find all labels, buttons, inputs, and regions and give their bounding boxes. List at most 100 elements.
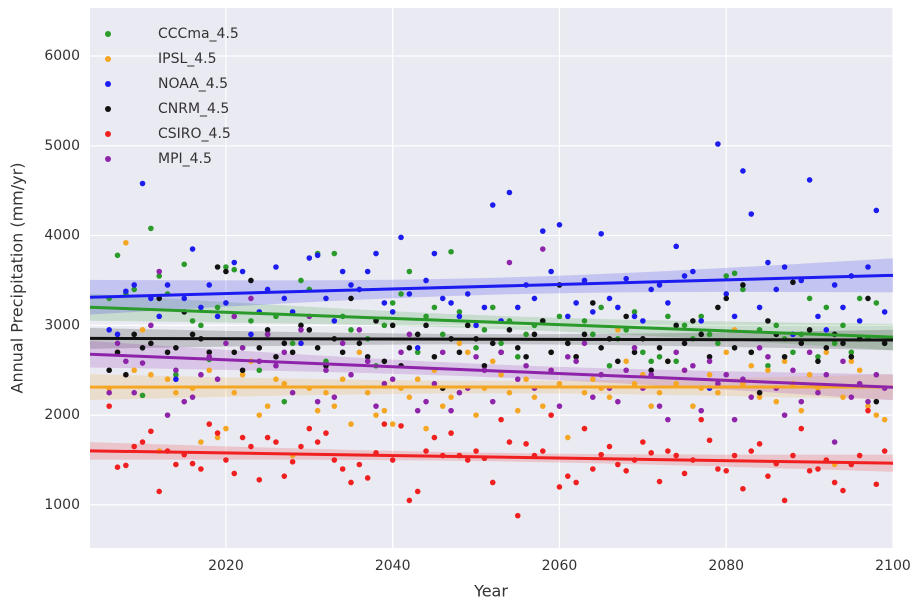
point [581, 389, 588, 396]
point [715, 340, 721, 347]
point [556, 222, 563, 228]
legend-label: CSIRO_4.5 [158, 126, 231, 142]
point [289, 389, 296, 396]
point [148, 322, 154, 329]
point [715, 466, 721, 472]
point [156, 295, 163, 302]
point [364, 358, 371, 365]
point [239, 367, 246, 374]
point [139, 392, 146, 399]
point [765, 473, 771, 479]
point [623, 367, 629, 374]
point [748, 394, 755, 400]
regression-line [89, 336, 894, 342]
point [231, 266, 238, 273]
point [740, 168, 746, 174]
point [665, 358, 671, 365]
point [331, 394, 338, 400]
point [506, 389, 513, 396]
point [840, 358, 846, 365]
point [756, 389, 763, 396]
point [781, 412, 788, 418]
point [173, 461, 179, 468]
point [481, 362, 488, 369]
point [306, 425, 313, 432]
point [865, 398, 871, 405]
point [414, 376, 421, 383]
point [715, 304, 721, 311]
point [631, 345, 638, 351]
point [339, 349, 346, 356]
point [748, 448, 755, 454]
point [706, 437, 713, 444]
point [598, 230, 604, 237]
point [690, 268, 696, 275]
point [256, 345, 263, 351]
point [414, 407, 421, 414]
point [298, 327, 304, 333]
point [756, 345, 763, 351]
point [673, 358, 679, 365]
point [473, 345, 479, 351]
point [856, 295, 863, 302]
point [181, 295, 188, 302]
point [289, 340, 296, 347]
y-tick-label: 4000 [44, 228, 80, 244]
point [856, 318, 863, 324]
point [823, 304, 830, 311]
point [698, 407, 705, 414]
point [298, 340, 304, 347]
point [648, 367, 654, 374]
point [223, 264, 229, 270]
point [673, 349, 679, 356]
point [173, 345, 179, 351]
point [740, 286, 746, 293]
y-tick-label: 2000 [44, 407, 80, 423]
point [323, 295, 329, 302]
point [423, 398, 429, 405]
point [840, 394, 846, 400]
point [548, 268, 554, 275]
point [489, 202, 496, 208]
point [373, 403, 379, 409]
point [206, 421, 213, 427]
point [414, 488, 421, 495]
point [873, 371, 880, 378]
point [865, 407, 871, 414]
point [114, 349, 121, 356]
point [223, 268, 229, 275]
point [406, 497, 413, 504]
point [114, 464, 121, 471]
point [164, 349, 171, 356]
point [640, 439, 646, 445]
point [581, 425, 588, 432]
point [581, 318, 588, 324]
point [106, 389, 112, 396]
point [364, 268, 371, 275]
point [698, 416, 705, 423]
point [198, 322, 204, 329]
point [848, 353, 855, 360]
point [640, 349, 646, 356]
point [331, 250, 338, 257]
point [306, 327, 313, 333]
point [406, 394, 413, 400]
point [414, 345, 421, 351]
point [356, 340, 363, 347]
point [881, 309, 888, 315]
point [773, 286, 780, 293]
point [139, 439, 146, 445]
point [615, 304, 621, 311]
x-tick-label: 2080 [708, 558, 744, 574]
point [523, 441, 529, 447]
point [723, 349, 730, 356]
point [173, 367, 179, 374]
point [531, 331, 538, 338]
point [781, 353, 788, 360]
point [706, 331, 713, 338]
point [173, 376, 179, 383]
point [189, 246, 196, 252]
point [815, 358, 821, 365]
point [214, 304, 221, 311]
point [239, 268, 246, 275]
